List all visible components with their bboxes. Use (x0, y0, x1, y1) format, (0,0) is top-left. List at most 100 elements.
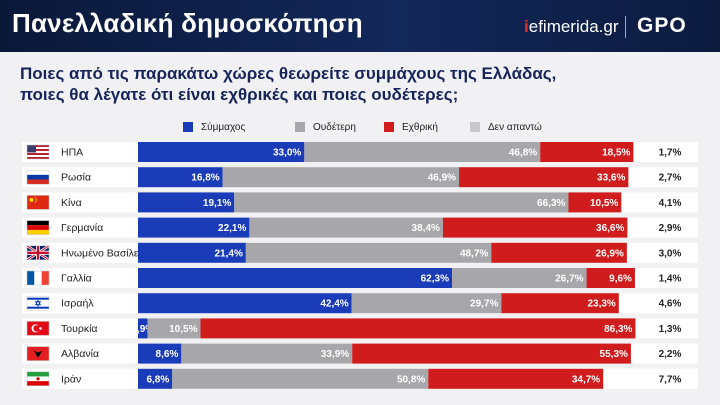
data-label-no-answer: 4,1% (659, 198, 682, 209)
bar-segment-hostile (568, 192, 622, 213)
brand-logo: iefimerida.gr (524, 17, 619, 37)
category-label: Γαλλία (61, 273, 92, 285)
chart-panel: Ποιες από τις παρακάτω χώρες θεωρείτε συ… (0, 52, 720, 405)
bar-segment-ally (138, 167, 223, 188)
data-label-ally: 33,0% (273, 148, 301, 159)
data-label-ally: 6,8% (146, 374, 169, 385)
legend-item-ally: Σύμμαχος (183, 120, 245, 134)
data-label-no-answer: 2,7% (659, 173, 682, 184)
data-label-neutral: 48,7% (460, 248, 488, 259)
germany-flag-icon (26, 220, 50, 235)
bar-segment-neutral (147, 318, 201, 339)
bar-segment-ally (138, 268, 452, 288)
category-label: Αλβανία (61, 348, 99, 360)
bar-segment-ally (138, 343, 182, 364)
bar-segment-ally (138, 318, 148, 339)
data-label-ally: 19,1% (203, 198, 231, 209)
bar-segment-hostile (352, 343, 631, 364)
data-label-neutral: 66,3% (537, 198, 565, 209)
legend-swatch-neutral (295, 122, 305, 132)
data-label-hostile: 36,6% (596, 223, 624, 234)
bar-segment-neutral (351, 293, 502, 314)
data-label-neutral: 38,4% (412, 223, 440, 234)
data-label-no-answer: 4,6% (659, 299, 682, 310)
bar-segment-hostile (459, 167, 629, 188)
category-label: Γερμανία (61, 222, 103, 234)
bar-segment-neutral (234, 192, 569, 213)
legend-swatch-hostile (384, 122, 394, 132)
data-label-no-answer: 1,4% (659, 274, 682, 285)
data-label-ally: 16,8% (191, 173, 219, 184)
data-label-neutral: 50,8% (397, 374, 425, 385)
bar-segment-ally (138, 293, 352, 314)
legend-label-no-answer: Δεν απαντώ (488, 121, 542, 133)
israel-flag-icon (26, 295, 50, 311)
brand-name: efimerida.gr (528, 17, 619, 36)
bar-segment-hostile (501, 293, 619, 314)
category-label: ΗΠΑ (61, 147, 83, 159)
data-label-hostile: 86,3% (604, 324, 632, 335)
albania-flag-icon (26, 346, 50, 361)
legend-item-neutral: Ουδέτερη (295, 120, 356, 134)
data-label-neutral: 29,7% (470, 299, 498, 310)
data-label-hostile: 34,7% (572, 374, 600, 385)
category-label: Ηνωμένο Βασίλειο (61, 247, 147, 259)
legend-label-hostile: Εχθρική (402, 121, 438, 133)
data-label-no-answer: 1,3% (659, 324, 682, 335)
data-label-no-answer: 2,9% (659, 223, 682, 234)
china-flag-icon (26, 195, 50, 210)
data-label-hostile: 10,5% (590, 198, 618, 209)
page-title: Πανελλαδική δημοσκόπηση (12, 8, 363, 38)
category-label: Ιράν (61, 373, 81, 385)
turkey-flag-icon (26, 321, 50, 336)
bar-segment-neutral (249, 217, 443, 238)
iran-flag-icon (26, 371, 50, 387)
data-label-neutral: 10,5% (169, 324, 197, 335)
stacked-bar-chart: ΗΠΑ 33,0% 46,8% 18,5% 1,7% Ρωσία 16,8% 46,9% 33,… (22, 142, 698, 389)
bar-segment-ally (138, 142, 305, 162)
data-label-ally: 1,9% (131, 324, 154, 335)
france-flag-icon (26, 270, 50, 286)
us-flag-icon (26, 144, 50, 160)
data-label-hostile: 9,6% (609, 274, 632, 285)
data-label-no-answer: 7,7% (659, 374, 682, 385)
data-label-no-answer: 2,2% (659, 349, 682, 360)
bar-segment-hostile (428, 368, 604, 389)
data-label-ally: 62,3% (421, 274, 449, 285)
bar-segment-hostile (442, 217, 628, 238)
data-label-hostile: 33,6% (597, 173, 625, 184)
data-label-hostile: 18,5% (602, 148, 630, 159)
bar-segment-neutral (172, 368, 429, 389)
brand-divider (625, 16, 626, 38)
gpo-logo: GPO (637, 14, 687, 37)
bar-segment-hostile (491, 242, 627, 263)
survey-question: Ποιες από τις παρακάτω χώρες θεωρείτε συ… (20, 63, 556, 105)
category-label: Τουρκία (61, 323, 97, 335)
russia-flag-icon (26, 169, 50, 185)
data-label-no-answer: 3,0% (659, 248, 682, 259)
category-label: Ρωσία (61, 172, 91, 184)
header-bar: Πανελλαδική δημοσκόπηση iefimerida.gr GP… (0, 0, 720, 52)
data-label-ally: 8,6% (156, 349, 179, 360)
bar-segment-ally (138, 192, 235, 213)
legend-item-no-answer: Δεν απαντώ (470, 120, 542, 134)
bar-segment-neutral (222, 167, 460, 188)
data-label-ally: 22,1% (218, 223, 246, 234)
data-label-ally: 42,4% (320, 299, 348, 310)
bar-segment-hostile (586, 268, 635, 288)
brand-accent: i (524, 17, 529, 36)
data-label-ally: 21,4% (214, 248, 242, 259)
legend-swatch-no-answer (470, 122, 480, 132)
legend-label-ally: Σύμμαχος (201, 121, 246, 133)
bar-segment-neutral (245, 242, 492, 263)
bar-segment-ally (138, 368, 173, 389)
legend-swatch-ally (183, 122, 193, 132)
chart-legend: Σύμμαχος Ουδέτερη Εχθρική Δεν απαντώ (0, 120, 720, 134)
category-label: Ισραήλ (61, 298, 94, 310)
bar-segment-hostile (200, 318, 636, 339)
data-label-neutral: 33,9% (321, 349, 349, 360)
data-label-neutral: 46,8% (509, 148, 537, 159)
legend-item-hostile: Εχθρική (384, 120, 438, 134)
uk-flag-icon (26, 244, 50, 261)
data-label-neutral: 46,9% (428, 173, 456, 184)
